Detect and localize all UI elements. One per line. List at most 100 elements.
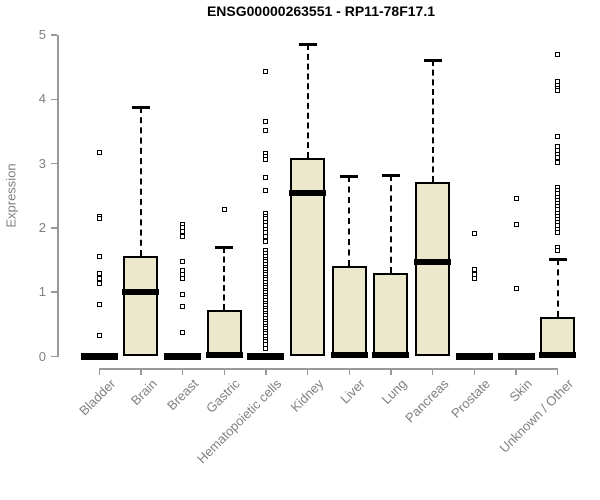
outlier-prostate xyxy=(471,231,477,237)
outlier-hematopoietic-cells xyxy=(263,127,269,133)
x-axis-tick xyxy=(306,368,309,375)
y-axis-tick xyxy=(51,355,57,358)
x-axis-tick xyxy=(390,368,392,375)
median-pancreas xyxy=(414,258,452,265)
outlier-breast xyxy=(180,258,186,264)
outlier-bladder xyxy=(96,150,102,156)
median-unknown-other xyxy=(539,352,577,359)
outlier-gastric xyxy=(221,206,227,212)
box-gastric xyxy=(206,309,242,357)
outlier-hematopoietic-cells xyxy=(263,346,269,352)
outlier-hematopoietic-cells xyxy=(263,174,269,180)
outlier-skin xyxy=(513,221,519,227)
y-tick-label: 5 xyxy=(38,27,46,42)
y-axis-title: Expression xyxy=(3,163,19,228)
outlier-hematopoietic-cells xyxy=(263,233,269,239)
x-axis-tick xyxy=(98,368,101,375)
outlier-bladder xyxy=(96,271,102,277)
x-tick-label-skin: Skin xyxy=(506,376,535,405)
outlier-breast xyxy=(180,329,186,335)
whisker-unknown-other xyxy=(556,259,559,317)
whisker-pancreas xyxy=(431,60,434,182)
outlier-unknown-other xyxy=(555,229,561,235)
x-tick-label-kidney: Kidney xyxy=(287,376,327,415)
x-tick-label-pancreas: Pancreas xyxy=(401,376,452,426)
outlier-hematopoietic-cells xyxy=(263,157,269,163)
outlier-bladder xyxy=(96,216,102,222)
outlier-unknown-other xyxy=(555,51,561,57)
x-axis-tick xyxy=(348,368,351,375)
x-tick-label-unknown-other: Unknown / Other xyxy=(496,376,577,456)
outlier-breast xyxy=(180,291,186,297)
whisker-lung xyxy=(389,175,392,273)
whisker-cap-gastric xyxy=(215,245,234,249)
x-axis-tick xyxy=(556,368,559,375)
outlier-unknown-other xyxy=(555,247,561,253)
x-axis-tick xyxy=(431,368,434,375)
y-tick-label: 2 xyxy=(38,219,46,235)
box-liver xyxy=(331,266,367,357)
outlier-unknown-other xyxy=(555,88,561,94)
y-axis-tick xyxy=(51,227,57,229)
y-axis-tick xyxy=(51,291,57,293)
outlier-breast xyxy=(180,275,186,281)
outlier-bladder xyxy=(96,332,102,338)
outlier-unknown-other xyxy=(555,154,561,160)
x-tick-label-lung: Lung xyxy=(378,376,410,408)
box-brain xyxy=(123,255,159,357)
x-tick-label-prostate: Prostate xyxy=(448,376,493,421)
whisker-gastric xyxy=(223,247,226,310)
x-axis-tick xyxy=(140,368,142,375)
x-axis-line xyxy=(99,368,558,370)
outlier-hematopoietic-cells xyxy=(263,188,269,194)
y-tick-label: 3 xyxy=(38,155,46,171)
x-tick-label-bladder: Bladder xyxy=(75,376,118,419)
x-axis-tick xyxy=(265,368,267,375)
outlier-skin xyxy=(513,195,519,201)
median-prostate xyxy=(455,353,493,360)
y-axis-line xyxy=(57,35,59,357)
outlier-hematopoietic-cells xyxy=(263,69,269,75)
outlier-breast xyxy=(180,233,186,239)
median-brain xyxy=(122,289,160,296)
x-axis-tick xyxy=(473,368,476,375)
outlier-skin xyxy=(513,286,519,292)
whisker-cap-unknown-other xyxy=(548,257,567,261)
box-lung xyxy=(373,272,409,357)
chart-title: ENSG00000263551 - RP11-78F17.1 xyxy=(206,3,436,19)
box-kidney xyxy=(290,158,326,357)
box-pancreas xyxy=(415,181,451,357)
median-hematopoietic-cells xyxy=(247,353,285,360)
outlier-bladder xyxy=(96,253,102,259)
whisker-kidney xyxy=(306,44,309,159)
whisker-cap-pancreas xyxy=(423,58,442,62)
median-bladder xyxy=(80,353,118,360)
outlier-breast xyxy=(180,304,186,310)
x-axis-tick xyxy=(181,368,184,375)
outlier-unknown-other xyxy=(555,160,561,166)
outlier-prostate xyxy=(471,275,477,281)
whisker-cap-liver xyxy=(340,174,359,178)
x-tick-label-breast: Breast xyxy=(164,376,202,414)
outlier-bladder xyxy=(96,280,102,286)
x-axis-tick xyxy=(223,368,226,375)
median-gastric xyxy=(205,352,243,359)
x-tick-label-gastric: Gastric xyxy=(203,376,243,416)
y-tick-label: 4 xyxy=(38,91,46,107)
y-axis-tick xyxy=(51,98,57,101)
median-liver xyxy=(330,352,368,359)
x-tick-label-liver: Liver xyxy=(337,376,368,407)
whisker-cap-brain xyxy=(131,105,150,109)
y-axis-tick xyxy=(51,34,57,36)
x-axis-tick xyxy=(515,368,517,375)
outlier-hematopoietic-cells xyxy=(263,238,269,244)
whisker-cap-lung xyxy=(381,173,400,177)
median-skin xyxy=(497,353,535,360)
median-lung xyxy=(372,352,410,359)
outlier-bladder xyxy=(96,301,102,307)
median-breast xyxy=(164,353,202,360)
whisker-brain xyxy=(139,107,142,256)
outlier-hematopoietic-cells xyxy=(263,119,269,125)
y-tick-label: 1 xyxy=(38,284,46,300)
